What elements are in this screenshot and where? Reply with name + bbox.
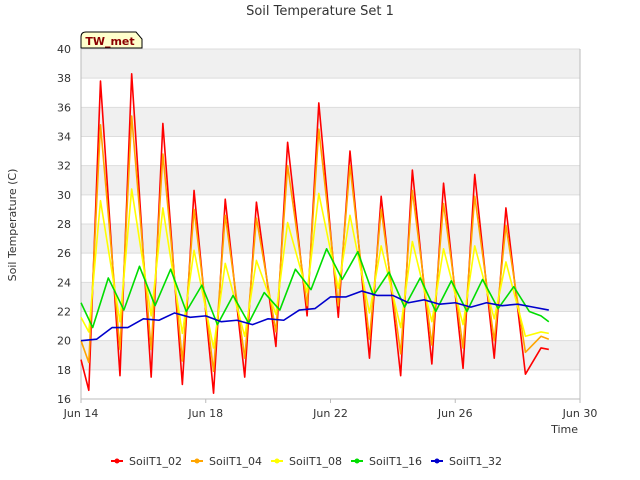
x-axis-ticks: Jun 14 Jun 18 Jun 22 Jun 26 Jun 30 — [63, 399, 598, 420]
y-tick-label: 34 — [57, 131, 71, 144]
x-tick-label: Jun 18 — [187, 407, 223, 420]
y-tick-label: 20 — [57, 335, 71, 348]
y-axis-label: Soil Temperature (C) — [6, 169, 19, 282]
legend-marker — [354, 458, 360, 464]
legend-label: SoilT1_08 — [289, 455, 342, 468]
y-tick-label: 22 — [57, 306, 71, 319]
series-line-soilt1-32 — [80, 290, 549, 342]
site-badge: TW_met — [80, 31, 143, 49]
grid-band — [81, 340, 580, 370]
legend-label: SoilT1_04 — [209, 455, 262, 468]
x-tick-label: Jun 14 — [63, 407, 99, 420]
x-tick-label: Jun 26 — [437, 407, 473, 420]
site-badge-label: TW_met — [85, 35, 134, 48]
legend-marker — [434, 458, 440, 464]
legend-marker — [194, 458, 200, 464]
site-badge-shape — [80, 31, 143, 49]
series-line-soilt1-04 — [80, 115, 550, 373]
y-tick-label: 40 — [57, 43, 71, 56]
legend-marker — [114, 458, 120, 464]
y-tick-label: 38 — [57, 72, 71, 85]
x-tick-label: Jun 22 — [312, 407, 348, 420]
legend-marker — [274, 458, 280, 464]
series-line-soilt1-16 — [80, 247, 550, 329]
y-tick-label: 18 — [57, 364, 71, 377]
legend: SoilT1_02 SoilT1_04 SoilT1_08 SoilT1_16 Soil… — [111, 455, 502, 468]
grid-band — [81, 165, 580, 195]
series-lines — [80, 72, 550, 394]
y-tick-label: 28 — [57, 218, 71, 231]
y-tick-label: 32 — [57, 160, 71, 173]
legend-label: SoilT1_32 — [449, 455, 502, 468]
legend-label: SoilT1_16 — [369, 455, 422, 468]
y-tick-label: 24 — [57, 276, 71, 289]
grid-band — [81, 107, 580, 137]
y-tick-label: 16 — [57, 393, 71, 406]
y-tick-label: 26 — [57, 247, 71, 260]
series-line-soilt1-08 — [80, 188, 549, 349]
chart-title: Soil Temperature Set 1 — [246, 4, 394, 19]
y-tick-label: 30 — [57, 189, 71, 202]
x-axis-label: Time — [550, 423, 578, 436]
grid-band — [81, 49, 580, 79]
legend-label: SoilT1_02 — [129, 455, 182, 468]
y-axis-ticks: 16 18 20 22 24 26 28 30 32 34 36 38 40 — [57, 43, 71, 406]
y-tick-label: 36 — [57, 101, 71, 114]
x-tick-label: Jun 30 — [562, 407, 598, 420]
